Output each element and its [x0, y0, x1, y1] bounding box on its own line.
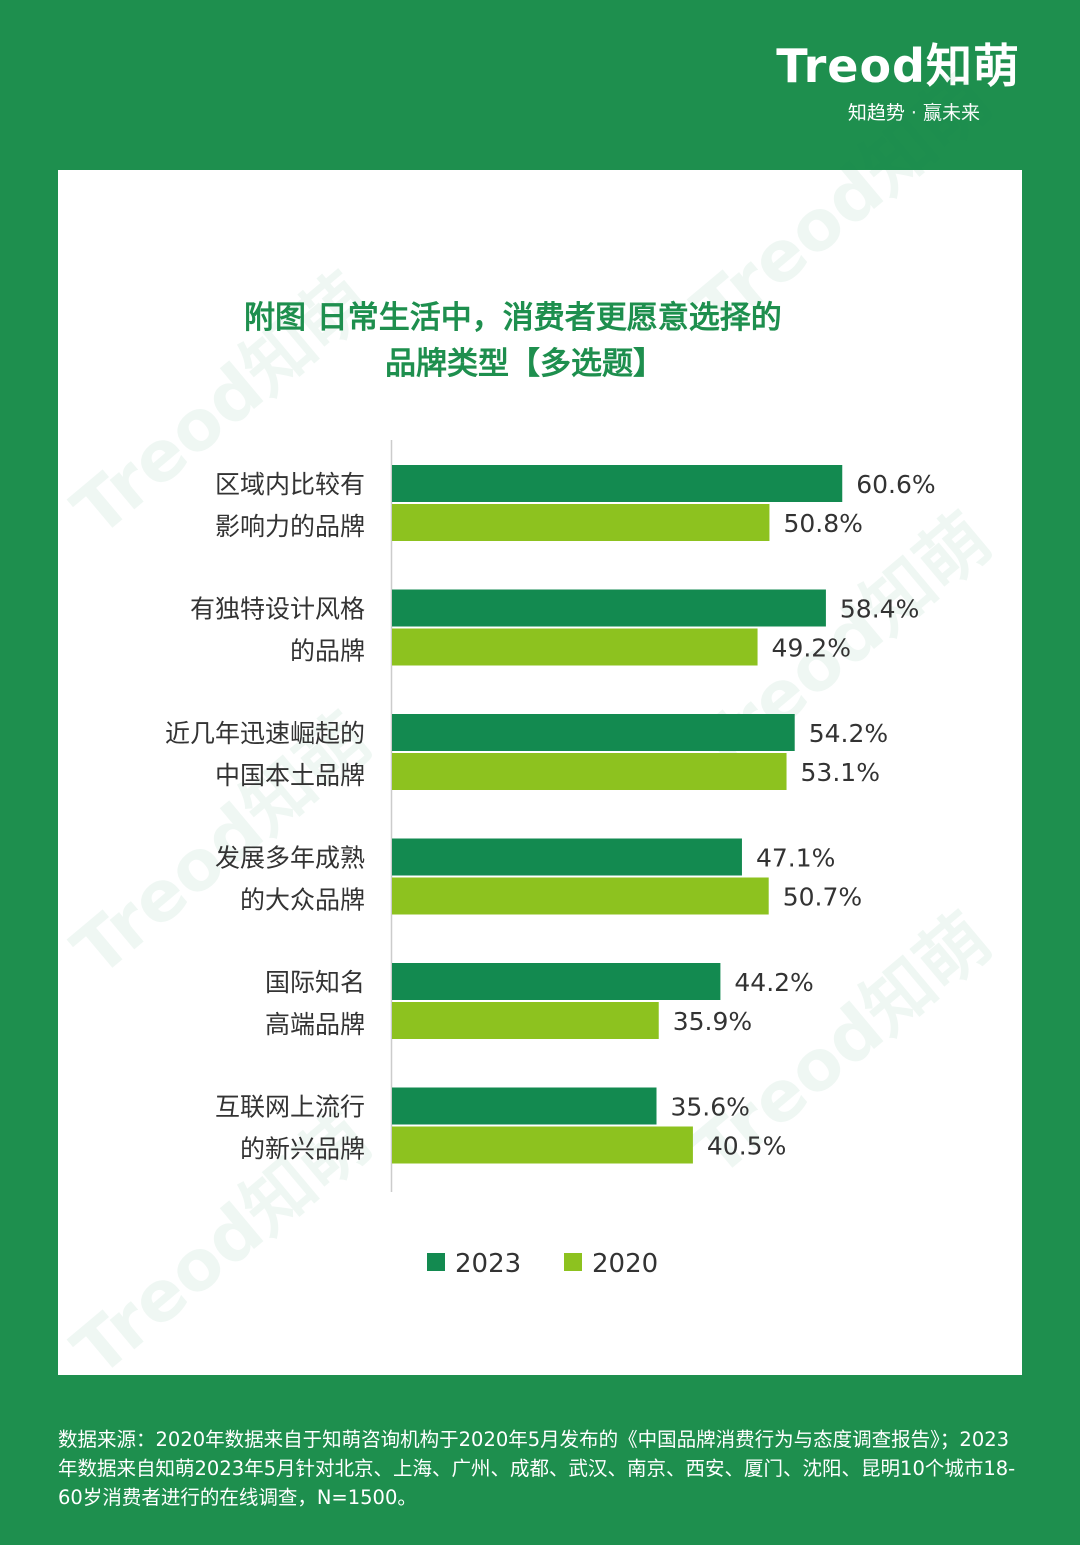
bar-2020	[392, 1126, 693, 1164]
data-label: 35.9%	[673, 1007, 752, 1036]
category-label: 的大众品牌	[240, 886, 365, 915]
bar-2023	[392, 1087, 657, 1125]
category-label: 的品牌	[290, 637, 365, 666]
data-label: 58.4%	[840, 595, 919, 624]
chart-title: 附图 日常生活中，消费者更愿意选择的 品牌类型【多选题】	[58, 295, 1022, 387]
bar-2020	[392, 753, 787, 790]
data-label: 53.1%	[801, 758, 880, 787]
brand-logo: Treod知萌 知趋势 · 赢未来	[776, 40, 1020, 125]
data-label: 60.6%	[856, 470, 935, 499]
bar-2023	[392, 838, 742, 876]
data-label: 40.5%	[707, 1132, 786, 1161]
data-label: 54.2%	[809, 719, 888, 748]
category-label: 影响力的品牌	[215, 512, 365, 541]
chart-card: Treod知萌 Treod知萌 Treod知萌 Treod知萌 Treod知萌 …	[57, 58, 1022, 1392]
logo-wordmark: Treod知萌	[776, 39, 1020, 93]
bar-2020	[392, 504, 770, 541]
data-label: 50.7%	[783, 883, 862, 912]
category-label: 中国本土品牌	[215, 761, 365, 790]
category-label: 高端品牌	[265, 1010, 365, 1039]
bar-2020	[392, 877, 769, 915]
bar-2023	[392, 465, 843, 502]
logo-tagline: 知趋势 · 赢未来	[847, 102, 980, 124]
bar-2020	[392, 1002, 659, 1039]
legend-label: 2023	[455, 1249, 521, 1279]
category-label: 有独特设计风格	[190, 595, 365, 624]
data-label: 47.1%	[756, 844, 835, 873]
category-label: 近几年迅速崛起的	[165, 719, 365, 748]
chart-title-line-1: 附图 日常生活中，消费者更愿意选择的	[244, 300, 782, 336]
data-label: 49.2%	[772, 634, 851, 663]
bar-2023	[392, 963, 721, 1000]
legend-swatch-2020	[564, 1253, 582, 1271]
source-note: 数据来源：2020年数据来自于知萌咨询机构于2020年5月发布的《中国品牌消费行…	[58, 1428, 1016, 1509]
category-label: 国际知名	[265, 968, 365, 997]
category-label: 互联网上流行	[215, 1093, 365, 1122]
category-label: 发展多年成熟	[215, 844, 365, 873]
legend-label: 2020	[592, 1249, 658, 1279]
chart-title-line-2: 品牌类型【多选题】	[385, 346, 664, 382]
data-label: 35.6%	[671, 1093, 750, 1122]
category-label: 区域内比较有	[215, 470, 365, 499]
legend-swatch-2023	[427, 1253, 445, 1271]
data-label: 50.8%	[783, 509, 862, 538]
category-label: 的新兴品牌	[240, 1135, 365, 1164]
bar-2023	[392, 589, 826, 627]
data-label: 44.2%	[734, 968, 813, 997]
bar-2023	[392, 714, 795, 751]
bar-2020	[392, 628, 758, 666]
